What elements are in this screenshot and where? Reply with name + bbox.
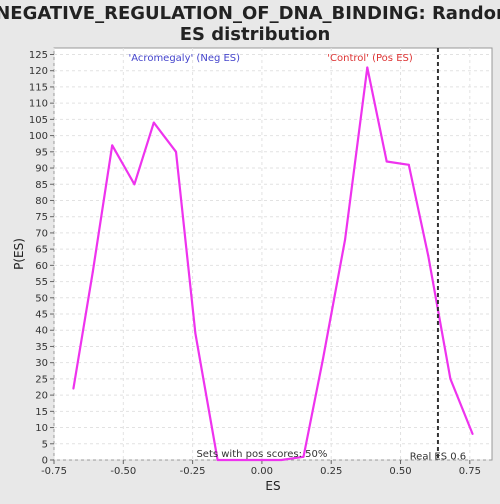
y-tick-label: 120 bbox=[29, 66, 48, 77]
y-tick-label: 85 bbox=[35, 180, 48, 191]
chart-title-line-2: ES distribution bbox=[180, 24, 331, 45]
x-tick-label: 0.00 bbox=[251, 466, 273, 477]
plot-area bbox=[53, 47, 493, 461]
x-axis-ticks: -0.75 -0.50 -0.25 0.00 0.25 0.50 0.75 bbox=[41, 460, 481, 477]
pos-es-label: 'Control' (Pos ES) bbox=[327, 53, 413, 64]
chart-title-line-1: NEGATIVE_REGULATION_OF_DNA_BINDING: Rand… bbox=[0, 3, 500, 24]
y-tick-label: 40 bbox=[35, 326, 48, 337]
data-point bbox=[91, 270, 94, 273]
data-point bbox=[407, 163, 410, 166]
x-tick-label: -0.25 bbox=[180, 466, 206, 477]
y-tick-label: 35 bbox=[35, 342, 48, 353]
data-point bbox=[449, 377, 452, 380]
data-point bbox=[216, 459, 219, 461]
y-tick-label: 55 bbox=[35, 277, 48, 288]
pos-scores-footnote: Sets with pos scores: 50% bbox=[196, 449, 327, 460]
y-tick-label: 60 bbox=[35, 261, 48, 272]
neg-es-label: 'Acromegaly' (Neg ES) bbox=[129, 53, 241, 64]
data-point bbox=[152, 121, 155, 124]
data-point bbox=[385, 160, 388, 163]
y-tick-label: 110 bbox=[29, 99, 48, 110]
y-tick-label: 25 bbox=[35, 374, 48, 385]
data-point bbox=[174, 150, 177, 153]
y-tick-label: 95 bbox=[35, 147, 48, 158]
data-point bbox=[302, 455, 305, 458]
y-tick-label: 115 bbox=[29, 82, 48, 93]
y-axis-ticks: 0 5 10 15 20 25 30 35 40 45 50 55 60 65 70 75 80 85 90 95 10… bbox=[29, 50, 54, 467]
data-point bbox=[72, 387, 75, 390]
y-tick-label: 100 bbox=[29, 131, 48, 142]
data-point bbox=[471, 433, 474, 436]
y-tick-label: 0 bbox=[42, 456, 48, 467]
x-tick-label: 0.25 bbox=[320, 466, 342, 477]
y-tick-label: 90 bbox=[35, 164, 48, 175]
real-es-label: Real ES 0.6 bbox=[410, 452, 466, 463]
series-line bbox=[72, 66, 474, 462]
y-tick-label: 65 bbox=[35, 245, 48, 256]
data-point bbox=[344, 238, 347, 241]
data-point bbox=[280, 459, 283, 461]
data-point bbox=[427, 254, 430, 257]
y-tick-label: 105 bbox=[29, 115, 48, 126]
grid-lines bbox=[53, 48, 492, 461]
y-tick-label: 10 bbox=[35, 423, 48, 434]
y-tick-label: 75 bbox=[35, 212, 48, 223]
y-tick-label: 125 bbox=[29, 50, 48, 61]
x-tick-label: -0.50 bbox=[110, 466, 136, 477]
y-tick-label: 5 bbox=[42, 439, 48, 450]
data-point bbox=[133, 183, 136, 186]
data-point bbox=[111, 144, 114, 147]
data-point bbox=[194, 332, 197, 335]
y-tick-label: 15 bbox=[35, 407, 48, 418]
y-tick-label: 70 bbox=[35, 228, 48, 239]
y-tick-label: 20 bbox=[35, 391, 48, 402]
y-axis-label: P(ES) bbox=[12, 238, 26, 270]
data-point bbox=[366, 66, 369, 69]
data-point bbox=[321, 358, 324, 361]
x-tick-label: 0.75 bbox=[459, 466, 481, 477]
data-point bbox=[235, 459, 238, 461]
data-point bbox=[258, 459, 261, 461]
y-tick-label: 30 bbox=[35, 358, 48, 369]
y-tick-label: 50 bbox=[35, 293, 48, 304]
x-tick-label: 0.50 bbox=[389, 466, 411, 477]
x-tick-label: -0.75 bbox=[41, 466, 67, 477]
series-group bbox=[72, 66, 474, 462]
x-axis-label: ES bbox=[265, 479, 280, 493]
y-tick-label: 80 bbox=[35, 196, 48, 207]
y-tick-label: 45 bbox=[35, 310, 48, 321]
